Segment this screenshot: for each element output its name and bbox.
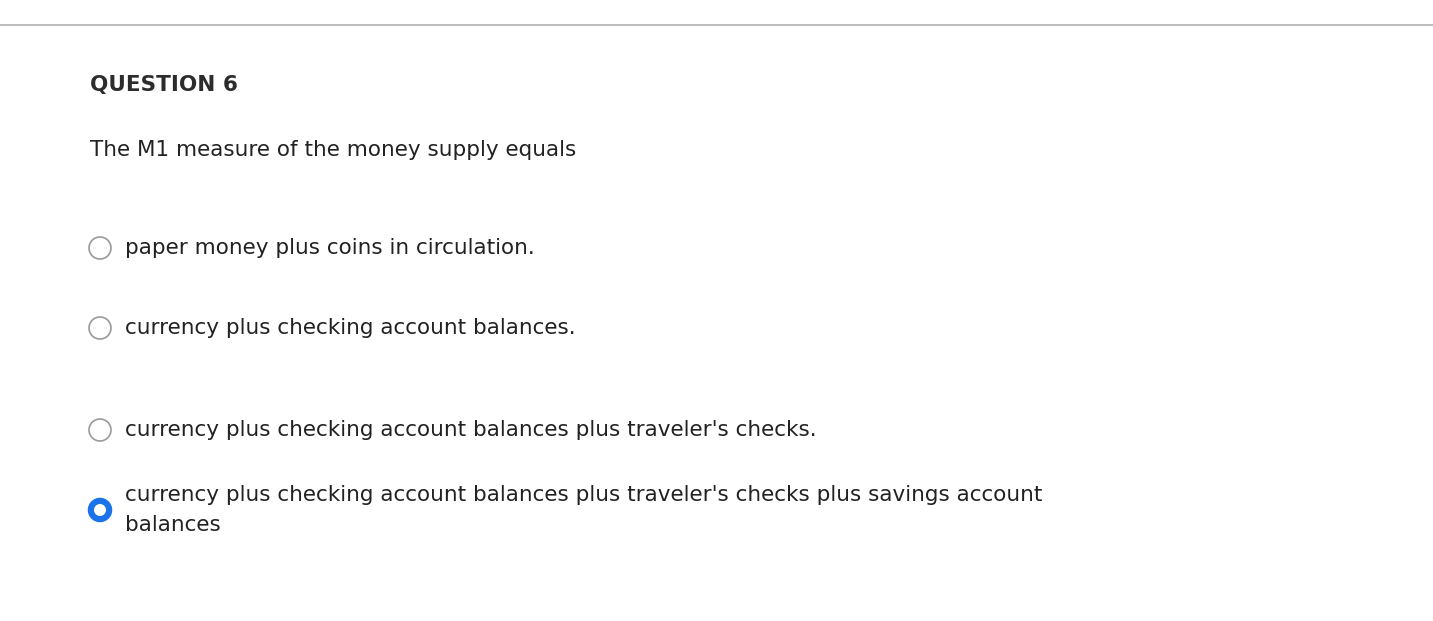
Ellipse shape (89, 499, 110, 521)
Text: currency plus checking account balances plus traveler's checks.: currency plus checking account balances … (125, 420, 817, 440)
Ellipse shape (89, 317, 110, 339)
Text: currency plus checking account balances plus traveler's checks plus savings acco: currency plus checking account balances … (125, 485, 1042, 535)
Text: currency plus checking account balances.: currency plus checking account balances. (125, 318, 576, 338)
Ellipse shape (89, 237, 110, 259)
Ellipse shape (95, 504, 106, 516)
Ellipse shape (89, 419, 110, 441)
Text: The M1 measure of the money supply equals: The M1 measure of the money supply equal… (90, 140, 576, 160)
Text: QUESTION 6: QUESTION 6 (90, 75, 238, 95)
Text: paper money plus coins in circulation.: paper money plus coins in circulation. (125, 238, 535, 258)
